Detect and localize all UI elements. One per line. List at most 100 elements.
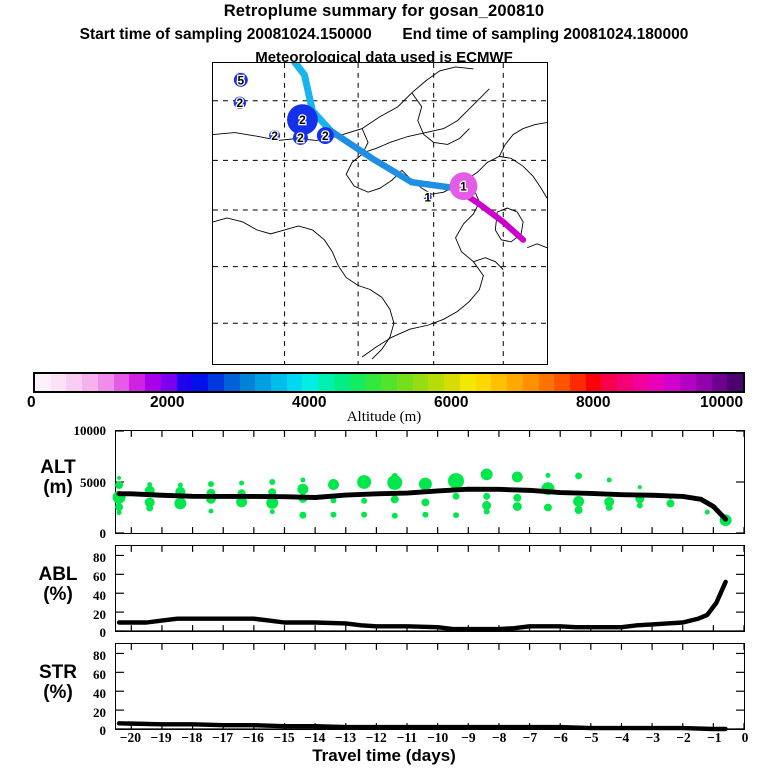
alt-cluster-point-45 [480,468,493,481]
colorbar-tick-4000: 4000 [292,394,327,411]
alt-cluster-point-33 [361,497,368,504]
alt-cluster-point-56 [573,495,585,507]
retroplume-map[interactable]: 522222111 [212,62,548,365]
colorbar-segment-5 [113,374,130,391]
end-time-label: End time of sampling 20081024.180000 [402,26,689,43]
colorbar-segment-2 [66,374,83,391]
map-cluster-label-6: 1 [424,191,431,205]
alt-cluster-point-43 [452,492,460,500]
alt-cluster-point-29 [330,497,337,504]
colorbar-tick-6000: 6000 [434,394,469,411]
page-title: Retroplume summary for gosan_200810 [223,2,545,20]
colorbar-segment-3 [82,374,98,391]
colorbar-segment-4 [97,374,114,391]
colorbar-segment-38 [632,374,649,391]
str-plot-canvas [116,644,745,732]
colorbar-segment-24 [412,374,429,391]
abl-plot-canvas [116,546,745,632]
str-label-line2: (%) [43,682,73,703]
abl-plot-panel[interactable] [115,545,745,632]
colorbar-segment-43 [711,374,728,391]
map-cluster-dot-8 [449,172,478,201]
xtick-label-6: −14 [304,730,326,745]
colorbar-segment-7 [145,374,161,391]
alt-cluster-point-66 [704,509,710,515]
colorbar-segment-15 [271,374,287,391]
alt-cluster-point-41 [422,511,429,518]
alt-cluster-point-37 [390,495,399,504]
trajectory-segment-cyan [290,63,334,135]
str-mean-line-0 [116,721,728,732]
alt-cluster-point-34 [361,511,368,518]
sampling-time-line: Start time of sampling 20081024.150000 E… [0,26,768,44]
alt-cluster-point-46 [483,492,491,500]
colorbar-segment-30 [507,374,523,391]
map-cluster-label-4: 2 [297,131,304,145]
colorbar-segment-36 [601,374,618,391]
colorbar-tick-10000: 10000 [700,394,744,411]
str-ytick-40: 40 [93,686,106,701]
alt-cluster-point-30 [330,511,337,518]
alt-mean-line-0 [116,486,729,522]
map-cluster-label-3: 2 [271,129,278,143]
alt-cluster-point-0 [117,475,122,480]
map-cluster-dot-6 [423,193,432,202]
alt-cluster-point-11 [174,497,187,510]
colorbar-segment-35 [585,374,602,391]
colorbar-segment-1 [50,374,67,391]
altitude-colorbar[interactable] [33,372,745,393]
xtick-label-7: −13 [334,730,357,745]
xtick-label-16: −4 [614,730,630,745]
alt-cluster-point-12 [207,481,214,487]
alt-cluster-point-22 [269,509,275,515]
start-time-label: Start time of sampling 20081024.150000 [79,26,372,43]
alt-row-label: ALT (m) [6,458,110,498]
alt-cluster-point-28 [328,479,339,490]
map-canvas: 522222111 [213,63,547,364]
alt-cluster-point-3 [115,503,124,511]
colorbar-segment-9 [176,374,193,391]
alt-cluster-point-18 [236,496,248,508]
colorbar-segment-32 [538,374,555,391]
alt-cluster-point-51 [512,502,522,511]
str-plot-panel[interactable] [115,643,745,732]
xtick-label-10: −10 [427,730,449,745]
alt-cluster-point-19 [269,479,276,485]
alt-cluster-point-54 [543,503,552,512]
alt-plot-panel[interactable] [112,430,745,534]
alt-label-line1: ALT [40,457,76,478]
str-label-line1: STR [39,662,77,683]
trajectory-segment-blue [327,127,459,192]
alt-cluster-point-50 [513,493,522,502]
map-cluster-label-1: 2 [237,96,244,110]
colorbar-segment-22 [381,374,397,391]
map-cluster-dot-0 [233,72,248,87]
alt-cluster-point-61 [637,485,642,490]
colorbar-segment-40 [664,374,681,391]
map-cluster-dot-4 [293,130,308,145]
alt-cluster-point-32 [357,475,372,489]
alt-label-line2: (m) [43,477,73,498]
alt-cluster-point-48 [483,508,490,515]
colorbar-segment-37 [617,374,633,391]
alt-cluster-point-40 [421,498,430,507]
alt-cluster-point-42 [448,473,465,489]
alt-ytick-0: 0 [99,526,107,541]
colorbar-segment-34 [569,374,586,391]
alt-plot-canvas [112,430,745,534]
colorbar-segment-27 [459,374,476,391]
alt-cluster-point-7 [144,497,155,508]
alt-cluster-point-24 [297,483,309,495]
xtick-label-17: −3 [645,730,661,745]
colorbar-segment-25 [428,374,445,391]
colorbar-segment-17 [302,374,319,391]
map-cluster-dot-5 [316,127,334,144]
colorbar-segment-28 [475,374,492,391]
alt-cluster-point-4 [116,510,122,516]
abl-label-line1: ABL [38,564,78,585]
abl-ytick-80: 80 [93,550,106,565]
colorbar-segment-21 [365,374,382,391]
colorbar-axis-label: Altitude (m) [346,409,422,425]
xtick-label-9: −11 [396,730,418,745]
alt-cluster-point-47 [482,501,492,510]
